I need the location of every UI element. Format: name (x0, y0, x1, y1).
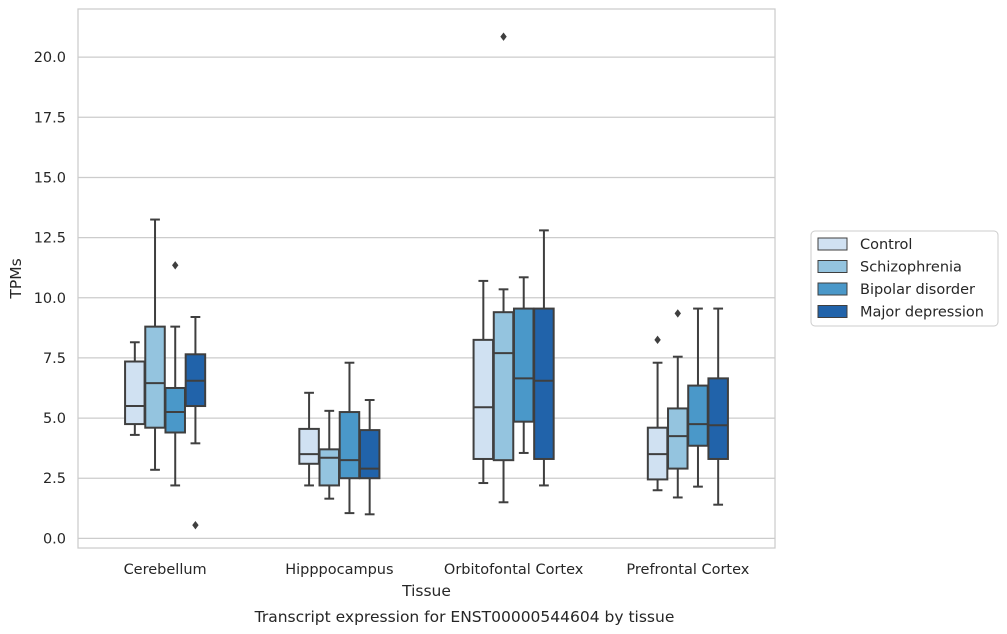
outlier-point (654, 335, 661, 345)
iqr-box (492, 311, 515, 462)
box-control (124, 341, 146, 436)
x-tick-label: Orbitofontal Cortex (444, 562, 584, 578)
iqr-box (687, 384, 709, 447)
outlier-point (172, 261, 179, 270)
box-control (646, 335, 669, 492)
y-tick-label: 0.0 (43, 531, 66, 547)
box-schizophrenia (144, 218, 166, 471)
outlier-point (500, 32, 507, 41)
legend-label: Schizophrenia (860, 260, 962, 276)
iqr-box (338, 411, 361, 480)
box-schizophrenia (318, 409, 341, 500)
box-schizophrenia (492, 32, 515, 504)
legend-label: Control (860, 237, 912, 253)
y-axis-label: TPMs (7, 258, 25, 299)
iqr-box (164, 386, 186, 434)
box-bipolar-disorder (164, 261, 186, 487)
y-tick-label: 5.0 (43, 411, 66, 427)
box-series (124, 32, 729, 530)
plot-frame (77, 8, 776, 549)
chart-title: Transcript expression for ENST0000054460… (254, 608, 675, 626)
y-tick-label: 10.0 (34, 291, 66, 307)
box-major-depression (358, 399, 381, 516)
legend: Control Schizophrenia Bipolar disorder Majo… (810, 230, 999, 327)
outlier-point (674, 309, 681, 318)
box-bipolar-disorder (338, 361, 361, 515)
y-tick-label: 17.5 (34, 110, 66, 126)
box-major-depression (533, 229, 555, 487)
y-tick-label: 2.5 (43, 471, 66, 487)
box-major-depression (184, 316, 207, 530)
iqr-box (512, 307, 535, 423)
y-tick-label: 12.5 (34, 231, 66, 247)
legend-label: Major depression (860, 305, 984, 321)
outlier-point (192, 520, 199, 530)
x-tick-label: Cerebellum (124, 562, 207, 578)
iqr-box (472, 338, 495, 460)
x-tick-label: Prefrontal Cortex (626, 562, 749, 578)
legend-label: Bipolar disorder (860, 282, 975, 298)
y-tick-label: 20.0 (34, 50, 66, 66)
iqr-box (533, 307, 555, 460)
box-bipolar-disorder (512, 276, 535, 454)
box-schizophrenia (667, 309, 689, 499)
y-tick-labels: 0.0 2.5 5.0 7.5 10.0 12.5 15.0 17.5 20.0 (34, 50, 66, 547)
box-control (298, 391, 320, 487)
iqr-box (124, 360, 146, 426)
iqr-box (298, 427, 320, 465)
legend-swatch (817, 237, 848, 251)
box-bipolar-disorder (687, 307, 709, 488)
iqr-box (358, 429, 381, 480)
legend-swatch (817, 260, 848, 273)
iqr-box (707, 377, 729, 460)
legend-frame (810, 230, 999, 327)
y-tick-label: 7.5 (43, 351, 66, 367)
legend-swatch (817, 305, 848, 318)
box-control (472, 279, 495, 485)
legend-swatch (817, 282, 848, 296)
box-major-depression (707, 307, 729, 506)
iqr-box (318, 448, 341, 487)
iqr-box (144, 325, 166, 429)
y-tick-label: 15.0 (34, 170, 66, 186)
x-tick-labels: Cerebellum Hipppocampus Orbitofontal Corte… (124, 562, 750, 578)
x-axis-label: Tissue (401, 582, 451, 600)
x-tick-label: Hipppocampus (285, 562, 393, 578)
iqr-box (667, 407, 689, 470)
